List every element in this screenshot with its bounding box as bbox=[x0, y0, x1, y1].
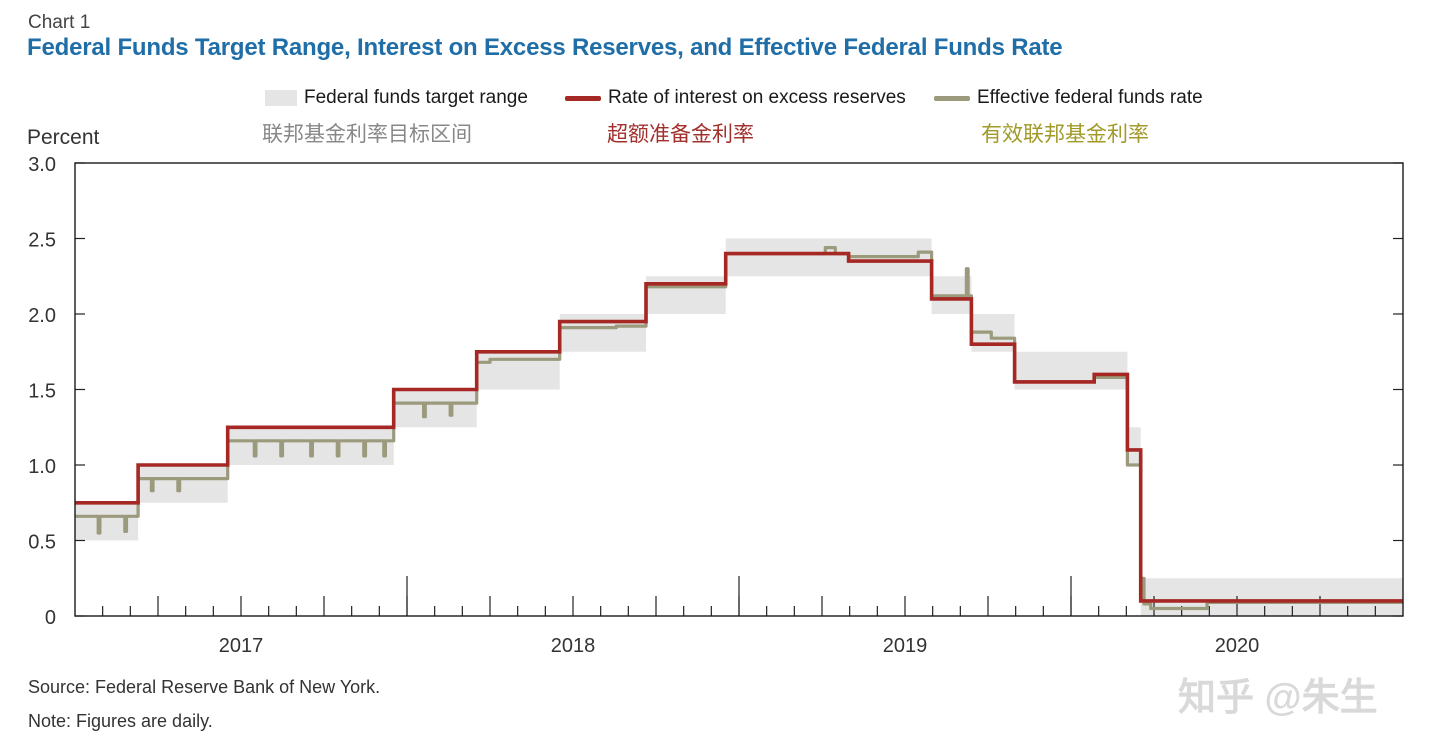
legend-item-ior: Rate of interest on excess reserves bbox=[565, 86, 906, 110]
axis-ticks bbox=[75, 162, 1403, 617]
legend-label-ior: Rate of interest on excess reserves bbox=[608, 87, 906, 108]
target-range-band-6 bbox=[646, 276, 726, 314]
x-tick-label-1: 2018 bbox=[551, 635, 596, 657]
legend-label-range: Federal funds target range bbox=[304, 87, 528, 108]
legend-swatch-range bbox=[265, 90, 297, 106]
y-tick-label-5: 2.5 bbox=[28, 230, 56, 252]
target-range-band-5 bbox=[559, 314, 647, 352]
source-note: Source: Federal Reserve Bank of New York… bbox=[28, 677, 381, 697]
target-range-band-10 bbox=[1014, 351, 1128, 390]
y-tick-label-1: 0.5 bbox=[28, 532, 56, 554]
y-tick-label-6: 3.0 bbox=[28, 154, 56, 176]
chart-title: Federal Funds Target Range, Interest on … bbox=[27, 34, 1063, 61]
legend-label-range-cn: 联邦基金利率目标区间 bbox=[262, 123, 472, 146]
legend-item-target-range: Federal funds target range bbox=[265, 86, 528, 110]
x-tick-label-2: 2019 bbox=[883, 635, 928, 657]
x-tick-label-3: 2020 bbox=[1215, 635, 1260, 657]
y-tick-label-0: 0 bbox=[45, 607, 56, 629]
target-range-band-0 bbox=[75, 502, 139, 541]
legend-label-effr: Effective federal funds rate bbox=[977, 87, 1203, 108]
legend-label-ior-cn: 超额准备金利率 bbox=[607, 123, 754, 146]
y-tick-label-3: 1.5 bbox=[28, 381, 56, 403]
target-range-band-3 bbox=[393, 389, 477, 428]
y-axis-label: Percent bbox=[27, 126, 100, 149]
plot-frame bbox=[74, 162, 1404, 617]
effr-line bbox=[75, 246, 1403, 611]
y-tick-label-4: 2.0 bbox=[28, 305, 56, 327]
legend-swatch-effr bbox=[934, 95, 970, 101]
ior-series bbox=[75, 251, 1403, 603]
watermark: 知乎 @朱生 bbox=[1178, 677, 1378, 719]
plot-border bbox=[74, 162, 1404, 617]
legend-swatch-ior bbox=[565, 95, 601, 101]
tick-labels: 0 0.5 1.0 1.5 2.0 2.5 3.0 2017 2018 2019 2020 bbox=[28, 154, 1259, 657]
y-tick-label-2: 1.0 bbox=[28, 456, 56, 478]
chart-number: Chart 1 bbox=[28, 12, 91, 33]
legend-label-effr-cn: 有效联邦基金利率 bbox=[981, 123, 1149, 146]
figure-note: Note: Figures are daily. bbox=[28, 711, 213, 731]
target-range-band-12 bbox=[1140, 578, 1403, 616]
target-range-band-4 bbox=[476, 351, 560, 390]
x-tick-label-0: 2017 bbox=[219, 635, 264, 657]
ior-line bbox=[75, 251, 1403, 603]
target-range-band-11 bbox=[1127, 427, 1141, 465]
effr-series bbox=[75, 246, 1403, 611]
legend-item-effr: Effective federal funds rate bbox=[934, 86, 1203, 110]
